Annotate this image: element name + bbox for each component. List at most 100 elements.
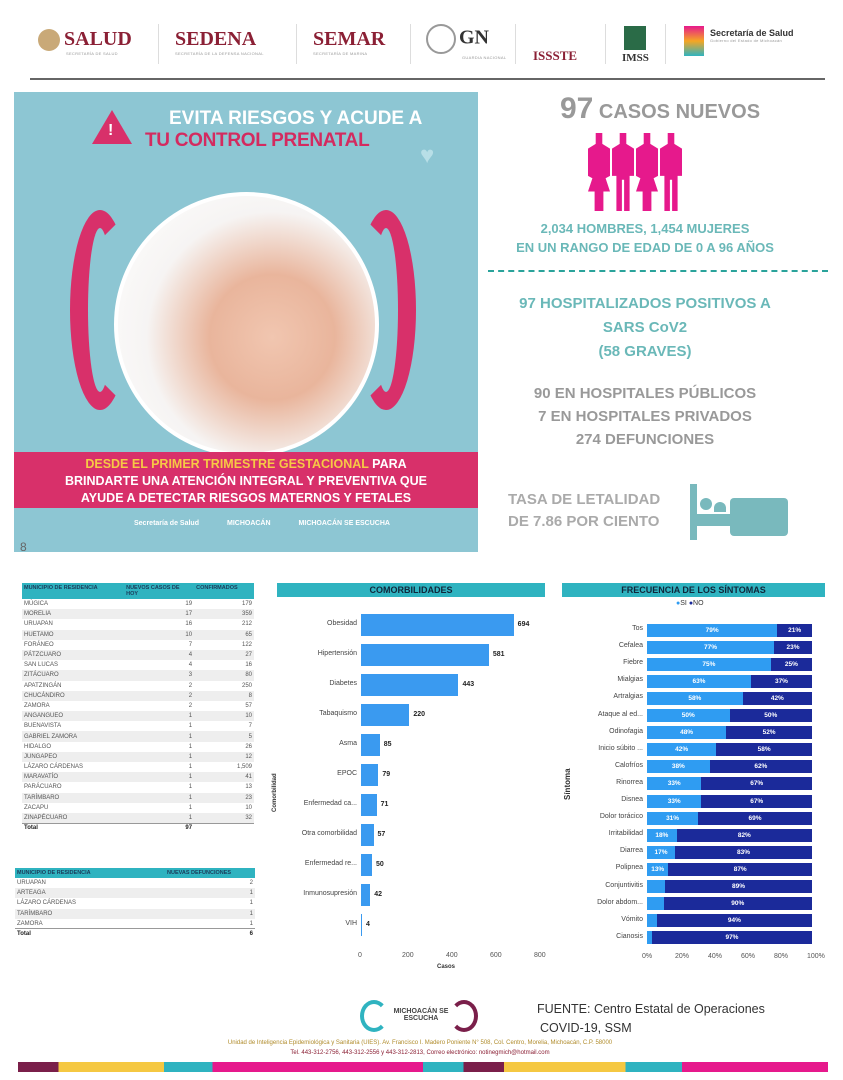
table-cell-number: 250 (241, 682, 252, 689)
si-bar-segment: 13% (647, 862, 669, 876)
comorbidity-bar (361, 914, 362, 936)
symptom-label: Tos (632, 625, 643, 632)
scroll-indicator: 8 (20, 540, 27, 552)
footer-stripe (18, 1062, 828, 1072)
table-cell-municipio: MARAVATÍO (22, 772, 125, 783)
table-cell-number: 1 (249, 920, 253, 927)
table-total-cell: Total (22, 822, 125, 834)
table-cell-municipio: ZITÁCUARO (22, 670, 125, 681)
table-cell-number: 1 (188, 764, 193, 771)
logo-salud: SALUD SECRETARÍA DE SALUD (38, 28, 132, 56)
symptom-label: Vómito (621, 915, 643, 923)
col-confirmados[interactable]: CONFIRMADOS (194, 583, 254, 599)
si-bar-segment: 77% (647, 640, 775, 654)
symptom-label: Fiebre (623, 659, 643, 667)
comorbidity-bar (361, 854, 372, 876)
col-municipio[interactable]: MUNICIPIO DE RESIDENCIA (15, 868, 165, 878)
si-bar-segment: 63% (647, 674, 751, 688)
si-bar-segment: 48% (647, 726, 727, 740)
no-bar-segment: 97% (651, 931, 812, 945)
symptom-label: Dolor abdom... (597, 898, 643, 906)
table-cell-municipio: TARÍMBARO (22, 792, 125, 803)
table-cell-municipio: FORÁNEO (24, 641, 54, 648)
table-total-cell: 6 (165, 928, 255, 940)
table-row: MARAVATÍO 1 41 (22, 772, 254, 783)
table-cell-number: 1 (124, 751, 195, 762)
table-row: ZITÁCUARO 3 80 (22, 670, 254, 681)
table-cell-number: 1 (124, 772, 195, 783)
poster-subtitle: TU CONTROL PRENATAL (145, 130, 370, 151)
symptom-label: Mialgias (617, 676, 643, 684)
logo-secretaria-salud: Secretaría de Salud Gobierno del Estado d… (684, 26, 810, 56)
symptom-label: Polipnea (615, 864, 643, 872)
table-row: GABRIEL ZAMORA 1 5 (22, 731, 254, 742)
si-bar-segment: 31% (647, 811, 699, 825)
gender-age-stats: 2,034 HOMBRES, 1,454 MUJERES EN UN RANGO … (516, 221, 774, 255)
table-cell-municipio: HUETAMO (22, 629, 125, 640)
table-cell-number: 2 (249, 880, 253, 887)
bar-label: Asma (339, 740, 357, 747)
col-nuevas-defunciones[interactable]: NUEVAS DEFUNCIONES (165, 868, 255, 878)
table-cell-number: 359 (194, 609, 254, 620)
x-tick-label: 800 (534, 952, 546, 959)
table-row: LÁZARO CÁRDENAS 1 (15, 898, 255, 908)
bar-label: Hipertensión (317, 650, 357, 657)
comorbidities-title: COMORBILIDADES (277, 583, 545, 597)
bar-value-label: 443 (462, 681, 475, 688)
comorbidity-bar (361, 614, 514, 636)
si-bar-segment: 79% (647, 623, 778, 637)
dashed-divider (488, 270, 828, 272)
new-deaths-table: MUNICIPIO DE RESIDENCIA NUEVAS DEFUNCIONE… (15, 868, 255, 940)
si-bar-segment: 18% (647, 828, 677, 842)
table-cell-municipio: CHUCÁNDIRO (22, 690, 125, 701)
si-bar-segment: 50% (647, 709, 730, 722)
no-bar-segment: 21% (777, 623, 812, 637)
table-cell-number: 1 (188, 784, 193, 791)
poster-title: EVITA RIESGOS Y ACUDE A (169, 108, 423, 129)
symptoms-title: FRECUENCIA DE LOS SÍNTOMAS (562, 583, 825, 597)
bar-label: Tabaquismo (319, 710, 357, 717)
bar-value-label: 71 (380, 801, 389, 808)
logo-gn: GN GUARDIA NACIONAL (426, 24, 506, 60)
table-cell-municipio: JUNGAPEO (22, 751, 125, 762)
michoacan-escucha-logo: MICHOACÁN SE ESCUCHA (360, 998, 480, 1034)
table-cell-municipio: LÁZARO CÁRDENAS (24, 764, 84, 771)
si-bar-segment (647, 880, 666, 893)
table-cell-number: 7 (248, 723, 252, 730)
table-row: APATZINGÁN 2 250 (22, 681, 254, 691)
bar-label: Enfermedad re... (304, 860, 357, 867)
table-row: MÚGICA 19 179 (22, 599, 254, 609)
symptom-label: Dolor torácico (599, 813, 643, 821)
table-cell-number: 5 (194, 731, 254, 742)
comorbidity-bar (361, 884, 371, 906)
symptom-label: Cefalea (618, 642, 643, 650)
col-municipio[interactable]: MUNICIPIO DE RESIDENCIA (22, 583, 125, 599)
table-row: ZACAPU 1 10 (22, 803, 254, 813)
table-cell-municipio: ZACAPU (24, 804, 49, 811)
table-cell-municipio: APATZINGÁN (24, 682, 62, 689)
no-bar-segment: 83% (675, 845, 812, 859)
table-cell-municipio: MORELIA (22, 609, 125, 620)
comorbidities-y-label: Comorbilidad (272, 773, 278, 812)
no-bar-segment: 69% (698, 811, 812, 825)
header-divider (30, 78, 825, 80)
table-cell-number: 16 (185, 621, 193, 628)
table-cell-municipio: LÁZARO CÁRDENAS (17, 900, 77, 907)
table-row: MORELIA 17 359 (22, 609, 254, 620)
bar-value-label: 57 (377, 831, 386, 838)
bar-value-label: 79 (382, 771, 391, 778)
x-tick-label: 200 (402, 952, 414, 959)
si-bar-segment: 58% (647, 691, 743, 705)
table-cell-municipio: ANGANGUEO (22, 711, 125, 722)
si-bar-segment (647, 897, 664, 911)
no-bar-segment: 58% (716, 743, 812, 757)
symptoms-legend: ●SI ●NO (676, 600, 704, 607)
si-bar-segment: 38% (647, 760, 710, 774)
table-cell-municipio: ZAMORA (24, 702, 50, 709)
poster-message: DESDE EL PRIMER TRIMESTRE GESTACIONAL PA… (14, 452, 478, 508)
col-nuevos-casos[interactable]: NUEVOS CASOS DE HOY (124, 583, 195, 599)
table-row: PÁTZCUARO 4 27 (22, 649, 254, 661)
table-cell-number: 122 (241, 641, 252, 648)
comorbidity-bar (361, 704, 410, 726)
hospital-type-stats: 90 EN HOSPITALES PÚBLICOS 7 EN HOSPITALES… (533, 385, 757, 448)
